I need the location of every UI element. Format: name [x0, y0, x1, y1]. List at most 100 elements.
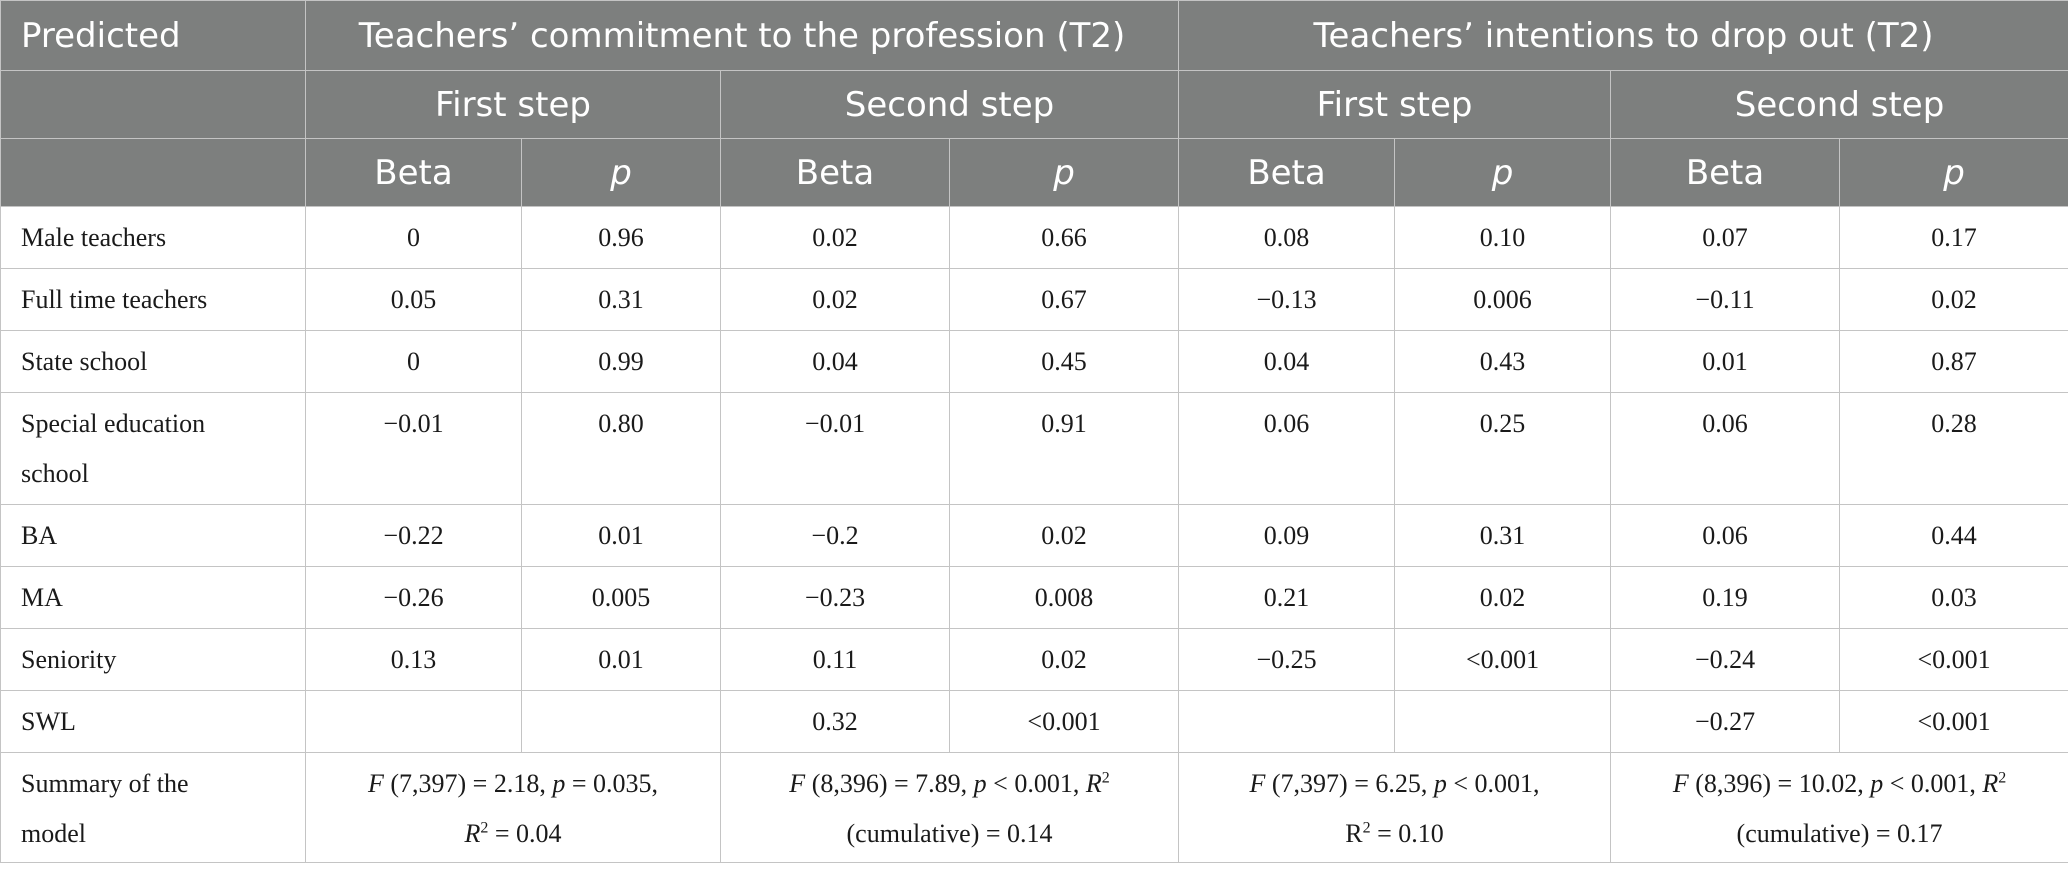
cell-value: 0.07 — [1610, 206, 1841, 269]
cell-value: 0.02 — [1839, 268, 2068, 331]
summary-text: (7,397) = 2.18, — [383, 769, 553, 798]
cell-value: 0.99 — [521, 330, 721, 393]
r-symbol: R — [1982, 769, 1999, 798]
p-symbol: p — [552, 769, 566, 798]
cell-value: −0.01 — [305, 392, 522, 505]
header-predicted: Predicted — [0, 0, 306, 71]
cell-value: −0.01 — [720, 392, 950, 505]
cell-value: 0.03 — [1839, 566, 2068, 629]
header-col-p: p — [948, 138, 1180, 207]
r-symbol: R — [1085, 769, 1102, 798]
row-label: Male teachers — [0, 206, 306, 269]
model-summary-2: F (8,396) = 7.89, p < 0.001, R2 (cumulati… — [719, 752, 1180, 863]
header-step: Second step — [719, 70, 1180, 139]
cell-value: 0.06 — [1610, 392, 1841, 505]
cell-value: −0.2 — [720, 504, 950, 567]
cell-value: 0.13 — [305, 628, 522, 691]
cell-value: 0.02 — [720, 206, 950, 269]
summary-text: (8,396) = 7.89, — [805, 769, 974, 798]
summary-row: Summary of the model F (7,397) = 2.18, p … — [0, 752, 2068, 863]
summary-text: < 0.001, — [1446, 769, 1540, 798]
regression-table: Predicted Teachers’ commitment to the pr… — [0, 0, 2068, 863]
header-group-commitment: Teachers’ commitment to the profession (… — [304, 0, 1180, 71]
cell-value: <0.001 — [1394, 628, 1612, 691]
table-header: Predicted Teachers’ commitment to the pr… — [0, 0, 2068, 207]
table-row: BA −0.22 0.01 −0.2 0.02 0.09 0.31 0.06 0… — [0, 504, 2068, 567]
f-symbol: F — [1672, 769, 1689, 798]
row-label-line: Special education — [21, 409, 206, 438]
summary-text: = 0.035, — [565, 769, 659, 798]
cell-value: −0.26 — [305, 566, 522, 629]
cell-value: 0.96 — [521, 206, 721, 269]
table-row: MA −0.26 0.005 −0.23 0.008 0.21 0.02 0.1… — [0, 566, 2068, 629]
cell-value: 0.44 — [1839, 504, 2068, 567]
superscript: 2 — [480, 819, 489, 837]
cell-value: 0.17 — [1839, 206, 2068, 269]
cell-value: 0.02 — [720, 268, 950, 331]
cell-value: 0.11 — [720, 628, 950, 691]
summary-text: (cumulative) = 0.17 — [1736, 819, 1943, 848]
row-label: Special education school — [0, 392, 306, 505]
row-label: State school — [0, 330, 306, 393]
summary-text: (7,397) = 6.25, — [1265, 769, 1434, 798]
row-label-line: Summary of the — [21, 769, 189, 798]
cell-value: 0.01 — [1610, 330, 1841, 393]
cell-value: 0.09 — [1178, 504, 1396, 567]
cell-value: <0.001 — [1839, 628, 2068, 691]
cell-value — [305, 690, 522, 753]
cell-value: 0.80 — [521, 392, 721, 505]
cell-value: 0.91 — [948, 392, 1180, 505]
row-label-line: school — [21, 459, 89, 488]
summary-text: < 0.001, — [986, 769, 1086, 798]
table-row: Male teachers 0 0.96 0.02 0.66 0.08 0.10… — [0, 206, 2068, 269]
table-row: Seniority 0.13 0.01 0.11 0.02 −0.25 <0.0… — [0, 628, 2068, 691]
f-symbol: F — [1249, 769, 1266, 798]
header-col-beta: Beta — [720, 138, 950, 207]
cell-value: −0.24 — [1610, 628, 1841, 691]
cell-value: 0.21 — [1178, 566, 1396, 629]
table-row: Full time teachers 0.05 0.31 0.02 0.67 −… — [0, 268, 2068, 331]
superscript: 2 — [1362, 819, 1371, 837]
cell-value: 0.01 — [521, 504, 721, 567]
cell-value: 0.28 — [1839, 392, 2068, 505]
cell-value: −0.22 — [305, 504, 522, 567]
cell-value: 0.66 — [948, 206, 1180, 269]
cell-value: 0.31 — [1394, 504, 1612, 567]
row-label: Seniority — [0, 628, 306, 691]
header-step: Second step — [1610, 70, 2068, 139]
table-row: SWL 0.32 <0.001 −0.27 <0.001 — [0, 690, 2068, 753]
header-blank — [0, 138, 306, 207]
header-blank — [0, 70, 306, 139]
cell-value: 0.008 — [948, 566, 1180, 629]
cell-value: 0.04 — [1178, 330, 1396, 393]
cell-value: 0.19 — [1610, 566, 1841, 629]
cell-value — [1394, 690, 1612, 753]
row-label: Summary of the model — [0, 752, 306, 863]
model-summary-3: F (7,397) = 6.25, p < 0.001, R2 = 0.10 — [1178, 752, 1612, 863]
cell-value: 0.10 — [1394, 206, 1612, 269]
cell-value — [1178, 690, 1396, 753]
row-label-line: model — [21, 819, 86, 848]
f-symbol: F — [367, 769, 384, 798]
cell-value: 0.25 — [1394, 392, 1612, 505]
cell-value: 0.43 — [1394, 330, 1612, 393]
header-col-beta: Beta — [305, 138, 522, 207]
header-step: First step — [305, 70, 721, 139]
summary-text: = 0.04 — [488, 819, 562, 848]
header-step: First step — [1178, 70, 1612, 139]
p-symbol: p — [1433, 769, 1447, 798]
cell-value: −0.27 — [1610, 690, 1841, 753]
header-group-dropout: Teachers’ intentions to drop out (T2) — [1178, 0, 2068, 71]
cell-value: 0.01 — [521, 628, 721, 691]
r-symbol: R — [1345, 819, 1363, 848]
cell-value: <0.001 — [1839, 690, 2068, 753]
model-summary-4: F (8,396) = 10.02, p < 0.001, R2 (cumulat… — [1610, 752, 2068, 863]
cell-value — [521, 690, 721, 753]
cell-value: 0.005 — [521, 566, 721, 629]
cell-value: 0.02 — [948, 504, 1180, 567]
cell-value: −0.23 — [720, 566, 950, 629]
cell-value: 0 — [305, 330, 522, 393]
cell-value: 0.06 — [1610, 504, 1841, 567]
row-label: SWL — [0, 690, 306, 753]
cell-value: 0.31 — [521, 268, 721, 331]
